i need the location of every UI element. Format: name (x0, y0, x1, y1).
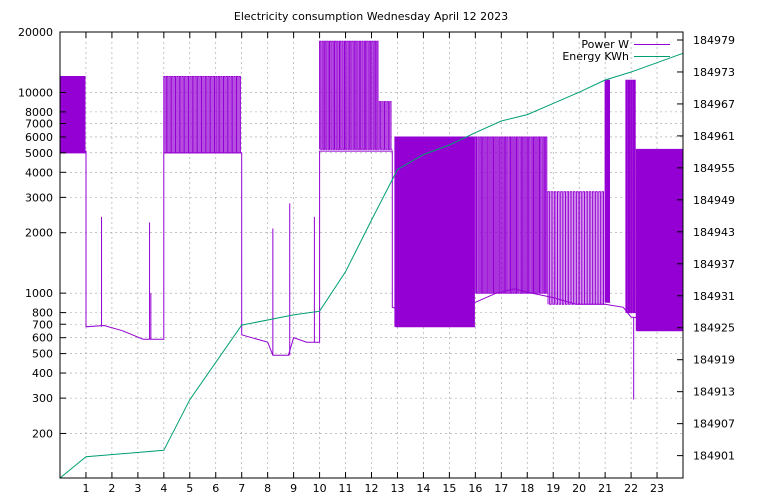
x-tick-label: 16 (468, 482, 482, 495)
y-right-tick-label: 184937 (693, 258, 735, 271)
y-right-tick-label: 184919 (693, 354, 735, 367)
power-series-burst (378, 101, 393, 150)
x-tick-label: 10 (313, 482, 327, 495)
y-right-tick-label: 184925 (693, 322, 735, 335)
grid (60, 31, 683, 478)
power-series-burst (163, 76, 242, 154)
x-tick-label: 8 (264, 482, 271, 495)
y-right-tick-label: 184955 (693, 162, 735, 175)
power-series-burst (625, 79, 637, 314)
legend-label-energy: Energy KWh (562, 50, 629, 63)
x-tick-label: 18 (520, 482, 534, 495)
y-right-tick-label: 184949 (693, 194, 735, 207)
power-series-burst (604, 79, 611, 303)
y-right-tick-label: 184979 (693, 34, 735, 47)
x-tick-label: 3 (134, 482, 141, 495)
y-right-tick-label: 184907 (693, 418, 735, 431)
y-left-tick-label: 6000 (25, 131, 53, 144)
x-tick-label: 21 (598, 482, 612, 495)
y-right-tick-label: 184961 (693, 130, 735, 143)
x-tick-label: 20 (572, 482, 586, 495)
y-left-tick-label: 10000 (18, 86, 53, 99)
y-right-tick-label: 184913 (693, 386, 735, 399)
y-left-tick-label: 400 (32, 367, 53, 380)
x-tick-label: 9 (290, 482, 297, 495)
y-left-tick-label: 600 (32, 332, 53, 345)
y-left-tick-label: 700 (32, 318, 53, 331)
x-tick-label: 4 (160, 482, 167, 495)
x-tick-label: 12 (365, 482, 379, 495)
y-left-tick-label: 20000 (18, 26, 53, 39)
x-tick-label: 19 (546, 482, 560, 495)
y-left-tick-label: 1000 (25, 287, 53, 300)
legend-label-power: Power W (581, 38, 629, 51)
y-left-tick-label: 800 (32, 307, 53, 320)
chart-title: Electricity consumption Wednesday April … (234, 10, 508, 23)
x-tick-label: 13 (390, 482, 404, 495)
y-right-tick-label: 184943 (693, 226, 735, 239)
y-left-tick-label: 300 (32, 392, 53, 405)
power-series-burst (474, 136, 548, 294)
y-right-tick-label: 184931 (693, 290, 735, 303)
y-right-tick-label: 184967 (693, 98, 735, 111)
y-right-tick-label: 184973 (693, 66, 735, 79)
legend: Power W Energy KWh (562, 38, 670, 63)
energy-series-line (59, 52, 684, 479)
y-left-tick-label: 7000 (25, 118, 53, 131)
x-tick-label: 2 (108, 482, 115, 495)
x-tick-label: 14 (416, 482, 430, 495)
x-tick-label: 15 (442, 482, 456, 495)
power-series-burst (394, 136, 476, 328)
power-series-burst (59, 76, 86, 154)
axis-ticks: 1 2 3 4 5 6 7 8 9 10 11 12 13 14 15 16 17 18 19 20 21 22 23200… (18, 26, 735, 495)
y-left-tick-label: 500 (32, 348, 53, 361)
y-left-tick-label: 2000 (25, 227, 53, 240)
x-tick-label: 7 (238, 482, 245, 495)
power-series-baseline (60, 150, 684, 356)
x-tick-label: 17 (494, 482, 508, 495)
y-left-tick-label: 5000 (25, 147, 53, 160)
y-left-tick-label: 200 (32, 427, 53, 440)
x-tick-label: 22 (624, 482, 638, 495)
y-left-tick-label: 8000 (25, 106, 53, 119)
energy-series (59, 52, 684, 479)
y-left-tick-label: 4000 (25, 166, 53, 179)
x-tick-label: 5 (186, 482, 193, 495)
x-tick-label: 11 (339, 482, 353, 495)
y-left-tick-label: 3000 (25, 191, 53, 204)
power-series-burst (319, 40, 380, 150)
x-tick-label: 1 (82, 482, 89, 495)
power-series-burst (547, 191, 606, 305)
power-series-burst (635, 148, 683, 332)
x-tick-label: 23 (650, 482, 664, 495)
x-tick-label: 6 (212, 482, 219, 495)
y-right-tick-label: 184901 (693, 450, 735, 463)
